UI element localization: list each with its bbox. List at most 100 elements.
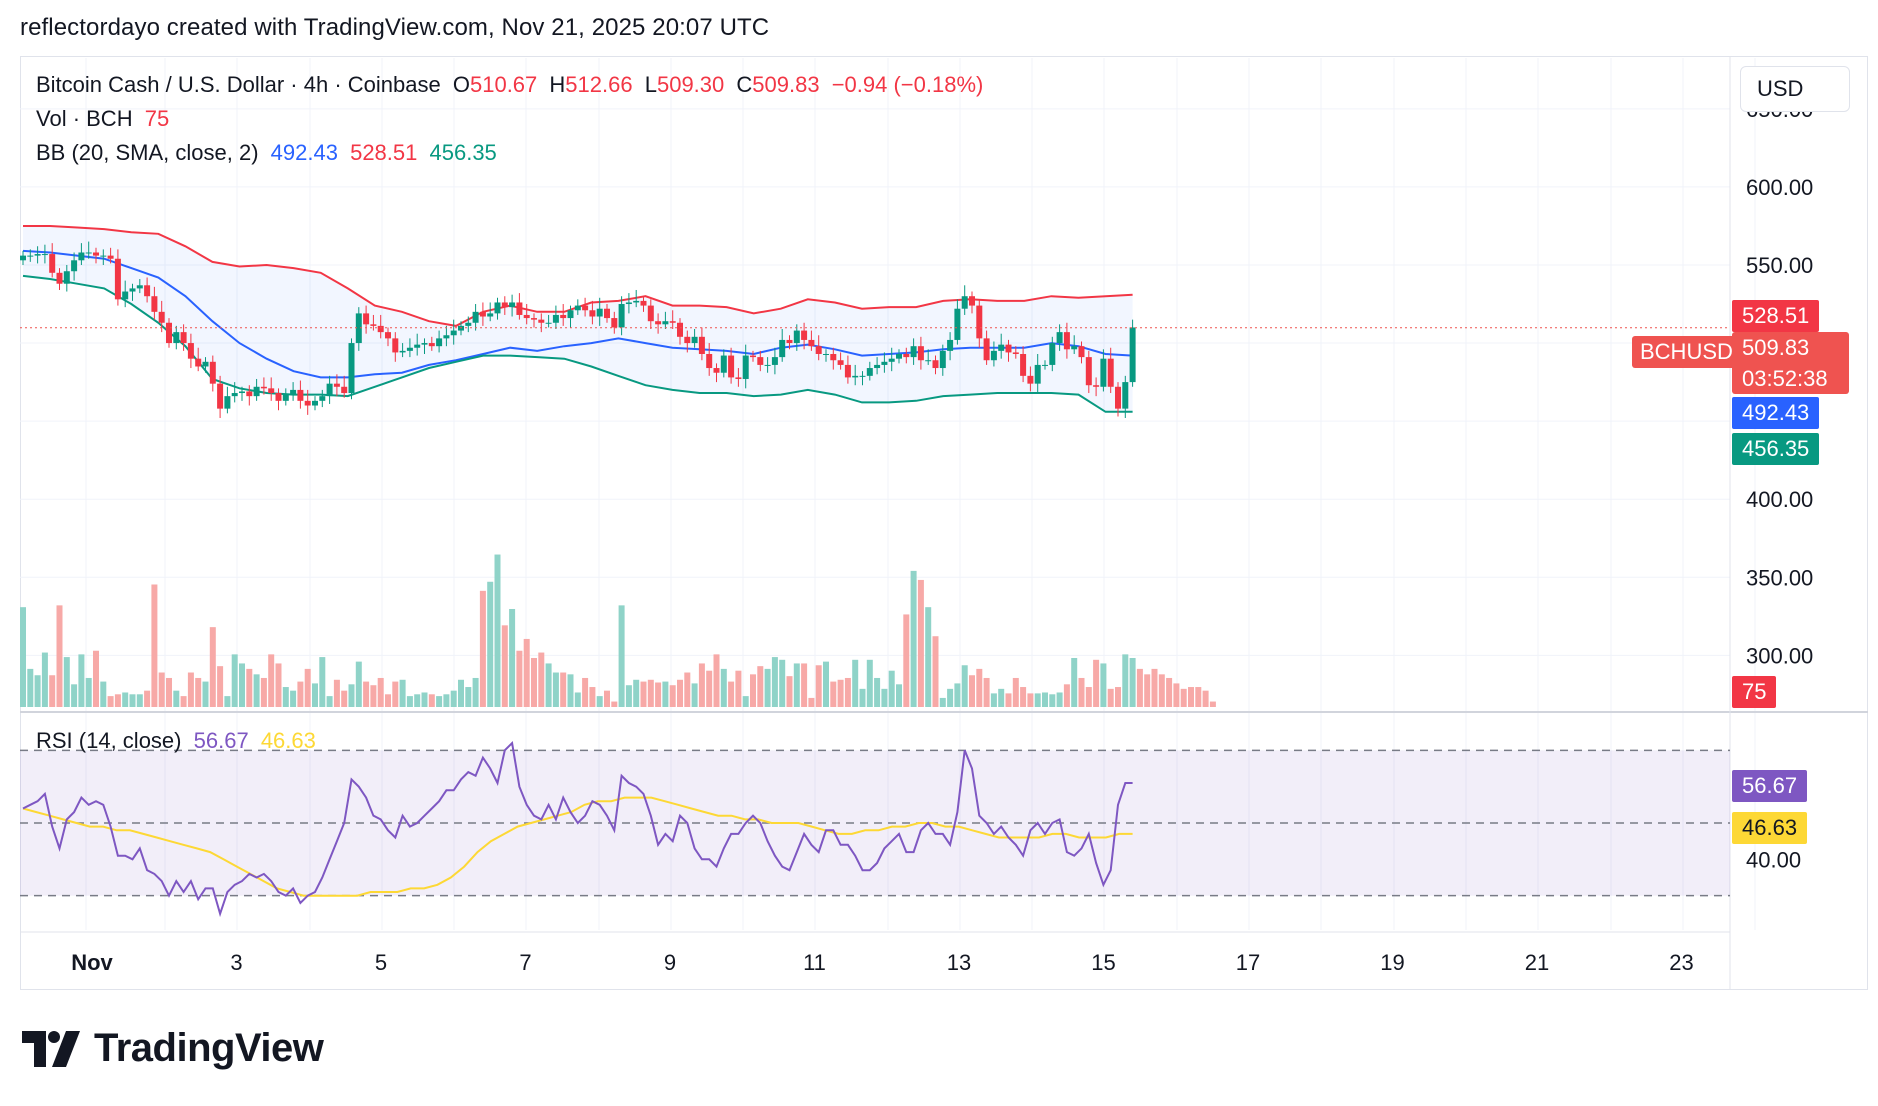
candle-body bbox=[969, 296, 975, 306]
candle-body bbox=[472, 311, 479, 323]
candle-body bbox=[750, 355, 756, 358]
volume-bar bbox=[421, 692, 428, 707]
volume-tag: 75 bbox=[1732, 676, 1777, 708]
candle-body bbox=[246, 391, 253, 397]
volume-bar bbox=[377, 677, 384, 707]
volume-bar bbox=[195, 677, 202, 707]
candle-body bbox=[85, 252, 92, 254]
volume-bar bbox=[1195, 687, 1202, 707]
volume-bar bbox=[399, 679, 406, 707]
volume-bar bbox=[136, 694, 143, 707]
volume-bar bbox=[925, 607, 932, 707]
volume-bar bbox=[808, 697, 815, 707]
candle-body bbox=[786, 339, 793, 344]
volume-bar bbox=[1042, 692, 1048, 707]
candle-body bbox=[166, 322, 172, 344]
candle-body bbox=[939, 350, 946, 369]
candle-body bbox=[698, 336, 705, 354]
candle-body bbox=[998, 344, 1005, 351]
tradingview-logo[interactable]: TradingView bbox=[22, 1026, 324, 1071]
volume-bar bbox=[538, 652, 545, 707]
volume-bar bbox=[523, 638, 530, 707]
bb-upper-tag: 528.51 bbox=[1732, 300, 1820, 332]
volume-bar bbox=[1136, 668, 1143, 707]
volume-bar bbox=[531, 657, 537, 707]
candle-body bbox=[1129, 327, 1136, 383]
candle-body bbox=[662, 321, 669, 325]
volume-bar bbox=[1071, 657, 1078, 707]
volume-bar bbox=[1049, 694, 1056, 707]
legend-bb-label: BB (20, SMA, close, 2) bbox=[36, 140, 259, 165]
candle-body bbox=[78, 252, 85, 261]
candle-body bbox=[896, 353, 902, 359]
candle-body bbox=[494, 302, 501, 314]
candle-body bbox=[304, 400, 311, 406]
candle-body bbox=[173, 332, 180, 344]
volume-bar bbox=[63, 657, 70, 707]
bb-lower-tag: 456.35 bbox=[1732, 433, 1820, 465]
candle-body bbox=[1020, 353, 1027, 376]
candle-body bbox=[282, 394, 289, 401]
time-tick-label: Nov bbox=[71, 950, 113, 975]
candle-body bbox=[195, 358, 202, 367]
volume-bar bbox=[830, 681, 837, 707]
candle-body bbox=[560, 314, 567, 319]
candlesticks bbox=[20, 241, 1136, 419]
volume-bar bbox=[458, 679, 464, 707]
symbol-tag: BCHUSD bbox=[1632, 336, 1741, 368]
candle-body bbox=[487, 313, 494, 317]
volume-bar bbox=[881, 688, 888, 707]
volume-bar bbox=[633, 679, 640, 707]
volume-bar bbox=[976, 668, 983, 707]
candle-body bbox=[136, 285, 143, 289]
volume-bar bbox=[990, 693, 997, 707]
volume-bar bbox=[304, 668, 311, 707]
candle-body bbox=[1056, 332, 1063, 344]
candle-body bbox=[625, 302, 632, 305]
volume-bar bbox=[202, 681, 209, 707]
volume-bar bbox=[691, 683, 698, 707]
candle-body bbox=[333, 383, 340, 387]
volume-bar bbox=[567, 674, 574, 707]
volume-bar bbox=[866, 659, 873, 707]
candle-body bbox=[1063, 332, 1070, 350]
volume-bar bbox=[574, 692, 581, 707]
legend-symbol: Bitcoin Cash / U.S. Dollar · 4h · Coinba… bbox=[36, 72, 441, 97]
price-tick-label: 550.00 bbox=[1746, 253, 1813, 278]
candle-body bbox=[611, 318, 618, 328]
candle-body bbox=[903, 353, 910, 358]
candle-body bbox=[217, 383, 224, 409]
candle-body bbox=[538, 319, 545, 323]
candle-body bbox=[706, 353, 713, 369]
volume-bar bbox=[903, 614, 910, 707]
candle-body bbox=[640, 300, 647, 306]
volume-bar bbox=[516, 650, 523, 707]
volume-bar bbox=[932, 636, 939, 707]
volume-bar bbox=[1129, 657, 1136, 707]
candle-body bbox=[93, 252, 99, 256]
candle-body bbox=[976, 305, 983, 339]
legend-change: −0.94 (−0.18%) bbox=[831, 72, 984, 97]
tradingview-logo-text: TradingView bbox=[94, 1026, 324, 1070]
legend-low-label: L bbox=[644, 72, 657, 97]
volume-bar bbox=[742, 696, 749, 707]
volume-bar bbox=[793, 663, 800, 707]
volume-bar bbox=[1144, 674, 1151, 707]
time-tick-label: 13 bbox=[947, 950, 971, 975]
volume-bar bbox=[246, 668, 253, 707]
candle-body bbox=[1049, 343, 1056, 365]
legend-rsi-label: RSI (14, close) bbox=[36, 728, 182, 753]
volume-bar bbox=[151, 584, 158, 707]
volume-bar bbox=[779, 659, 786, 707]
currency-selector[interactable]: USD bbox=[1740, 66, 1850, 112]
volume-bar bbox=[239, 663, 245, 707]
volume-bar bbox=[231, 654, 238, 707]
candle-body bbox=[757, 357, 764, 365]
legend-volume-row: Vol · BCH 75 bbox=[36, 106, 175, 132]
volume-bar bbox=[910, 570, 917, 707]
candle-body bbox=[239, 391, 245, 394]
candle-body bbox=[392, 338, 399, 353]
time-tick-label: 7 bbox=[519, 950, 531, 975]
volume-bar bbox=[939, 697, 946, 707]
